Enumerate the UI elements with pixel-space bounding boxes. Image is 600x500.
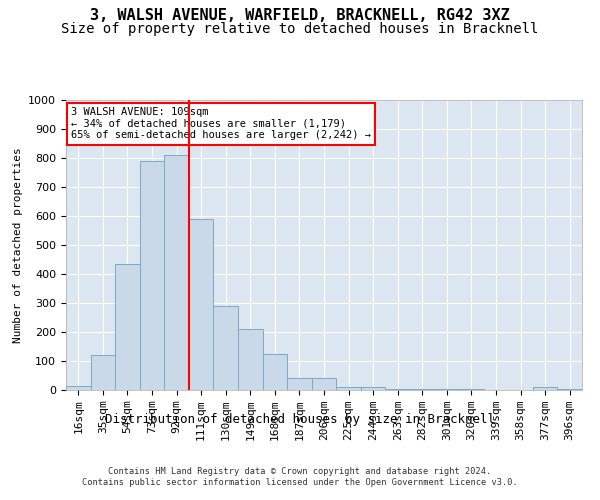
Text: Distribution of detached houses by size in Bracknell: Distribution of detached houses by size … <box>105 412 495 426</box>
Bar <box>66 386 91 390</box>
Bar <box>312 378 336 390</box>
Bar <box>189 219 214 390</box>
Bar <box>115 264 140 390</box>
Bar <box>214 306 238 390</box>
Bar <box>140 161 164 390</box>
Bar <box>434 388 459 390</box>
Bar <box>533 387 557 390</box>
Bar <box>459 388 484 390</box>
Bar <box>361 387 385 390</box>
Bar <box>91 355 115 390</box>
Bar <box>410 388 434 390</box>
Bar <box>557 388 582 390</box>
Text: Size of property relative to detached houses in Bracknell: Size of property relative to detached ho… <box>61 22 539 36</box>
Bar <box>238 329 263 390</box>
Y-axis label: Number of detached properties: Number of detached properties <box>13 147 23 343</box>
Text: 3, WALSH AVENUE, WARFIELD, BRACKNELL, RG42 3XZ: 3, WALSH AVENUE, WARFIELD, BRACKNELL, RG… <box>90 8 510 22</box>
Bar <box>164 155 189 390</box>
Bar <box>287 378 312 390</box>
Bar <box>385 388 410 390</box>
Bar <box>336 387 361 390</box>
Text: Contains HM Land Registry data © Crown copyright and database right 2024.
Contai: Contains HM Land Registry data © Crown c… <box>82 468 518 487</box>
Bar <box>263 354 287 390</box>
Text: 3 WALSH AVENUE: 109sqm
← 34% of detached houses are smaller (1,179)
65% of semi-: 3 WALSH AVENUE: 109sqm ← 34% of detached… <box>71 108 371 140</box>
